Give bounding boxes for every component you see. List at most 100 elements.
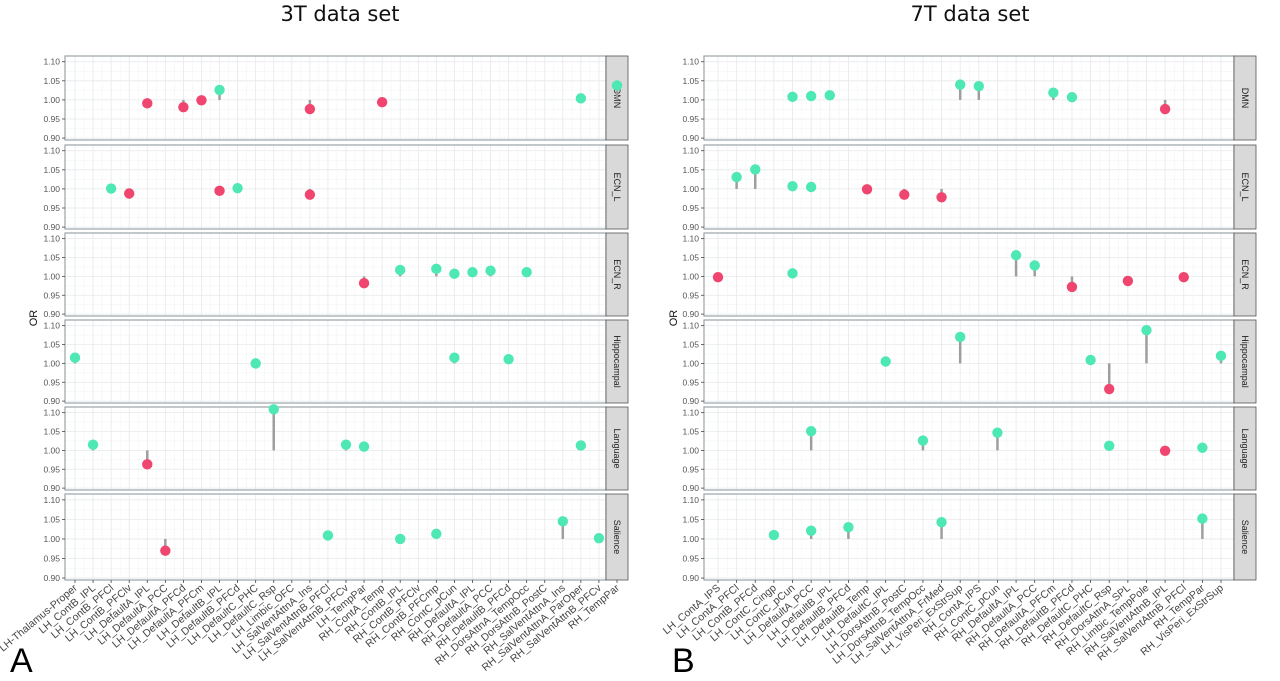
data-point	[1159, 445, 1171, 456]
data-point	[768, 529, 780, 541]
y-tick-label: 1.10	[43, 234, 60, 244]
y-tick-label: 1.00	[682, 271, 699, 281]
chart-title-7t: 7T data set	[910, 2, 1030, 26]
facet-panel: Salience 0.90 0.95 1.00 1.05 1.10	[43, 493, 629, 583]
data-point	[160, 545, 171, 556]
data-point	[521, 267, 532, 278]
y-tick-label: 0.95	[43, 554, 60, 564]
data-point	[124, 188, 135, 199]
facet-panel: DMN 0.90 0.95 1.00 1.05 1.10	[682, 55, 1257, 143]
y-tick-label: 0.95	[43, 114, 60, 124]
data-point	[232, 182, 243, 194]
data-point	[973, 80, 985, 92]
y-tick-label: 1.05	[43, 253, 60, 263]
data-point	[250, 358, 261, 369]
data-point	[1197, 442, 1208, 453]
facet-strip	[1233, 319, 1257, 404]
facet-panel: Hippocampal 0.90 0.95 1.00 1.05 1.10	[43, 319, 629, 406]
data-point	[1010, 250, 1022, 261]
y-tick-label: 0.90	[682, 396, 699, 406]
y-tick-label: 1.05	[43, 76, 60, 86]
data-point	[358, 277, 370, 289]
data-point	[575, 93, 587, 104]
data-point	[805, 181, 817, 193]
y-tick-label: 1.00	[43, 358, 60, 368]
data-point	[304, 103, 316, 115]
y-tick-label: 1.10	[682, 321, 699, 331]
data-point	[611, 80, 623, 91]
data-point	[467, 267, 478, 278]
y-tick-label: 1.10	[682, 146, 699, 156]
y-tick-label: 1.10	[43, 321, 60, 331]
chart-7t: DMN 0.90 0.95 1.00 1.05 1.10 ECN_L 0.90 0.95 1.00…	[661, 55, 1257, 667]
data-point	[449, 352, 460, 363]
data-point	[395, 264, 406, 276]
facet-panel: Language 0.90 0.95 1.00 1.05 1.10	[43, 404, 629, 493]
facet-strip	[1233, 493, 1257, 581]
y-tick-label: 1.10	[43, 408, 60, 418]
facet-strip	[605, 232, 629, 317]
y-tick-label: 1.00	[682, 95, 699, 105]
facet-strip-label: DMN	[1240, 88, 1250, 109]
data-point	[936, 192, 947, 203]
y-tick-label: 1.00	[43, 184, 60, 194]
y-tick-label: 1.05	[682, 165, 699, 175]
panel-background	[65, 56, 606, 140]
facet-strip-label: Salience	[1240, 520, 1250, 555]
data-point	[787, 91, 798, 103]
y-tick-label: 1.10	[43, 146, 60, 156]
y-tick-label: 1.00	[43, 534, 60, 544]
facet-strip-label: ECN_R	[612, 259, 622, 290]
data-point	[712, 271, 724, 283]
y-tick-label: 1.05	[682, 427, 699, 437]
y-tick-label: 1.10	[682, 495, 699, 505]
y-tick-label: 0.95	[682, 554, 699, 564]
facet-panel: ECN_R 0.90 0.95 1.00 1.05 1.10	[43, 232, 629, 319]
y-tick-label: 0.90	[43, 483, 60, 493]
data-point	[1066, 281, 1078, 293]
data-point	[861, 184, 873, 195]
y-tick-label: 0.90	[682, 573, 699, 583]
data-point	[750, 164, 761, 175]
y-tick-label: 1.10	[43, 495, 60, 505]
y-tick-label: 1.00	[43, 445, 60, 455]
y-tick-label: 0.95	[682, 290, 699, 300]
facet-strip-label: Hippocampal	[1240, 335, 1250, 388]
y-tick-label: 1.10	[682, 57, 699, 67]
data-point	[557, 516, 568, 527]
facet-strip-label: Language	[1240, 428, 1250, 468]
y-tick-label: 0.95	[43, 377, 60, 387]
data-point	[485, 265, 496, 276]
data-point	[1029, 260, 1040, 271]
facet-strip-label: ECN_L	[612, 172, 622, 201]
data-point	[431, 263, 442, 275]
facet-panel: ECN_L 0.90 0.95 1.00 1.05 1.10	[43, 144, 629, 232]
data-point	[340, 439, 352, 450]
facet-strip	[605, 144, 629, 230]
data-point	[731, 171, 742, 183]
data-point	[1048, 87, 1059, 98]
data-point	[1085, 354, 1096, 366]
facet-strip-label: ECN_L	[1240, 172, 1250, 201]
data-point	[880, 356, 891, 367]
y-tick-label: 0.90	[43, 133, 60, 143]
y-tick-label: 1.05	[682, 76, 699, 86]
data-point	[376, 97, 388, 108]
facet-strip-label: Language	[612, 428, 622, 468]
facet-panel: ECN_L 0.90 0.95 1.00 1.05 1.10	[682, 144, 1257, 232]
y-tick-label: 0.90	[682, 133, 699, 143]
data-point	[575, 440, 587, 451]
facet-strip	[1233, 55, 1257, 141]
data-point	[824, 90, 835, 101]
data-point	[917, 435, 929, 446]
data-point	[395, 533, 406, 545]
data-point	[214, 185, 225, 197]
facet-panel: ECN_R 0.90 0.95 1.00 1.05 1.10	[682, 232, 1257, 319]
facet-strip-label: Salience	[612, 520, 622, 555]
data-point	[1215, 350, 1227, 362]
data-point	[449, 268, 460, 279]
y-tick-label: 1.05	[43, 514, 60, 524]
panel-background	[65, 407, 606, 490]
y-tick-label: 0.95	[43, 290, 60, 300]
y-tick-label: 0.90	[682, 309, 699, 319]
